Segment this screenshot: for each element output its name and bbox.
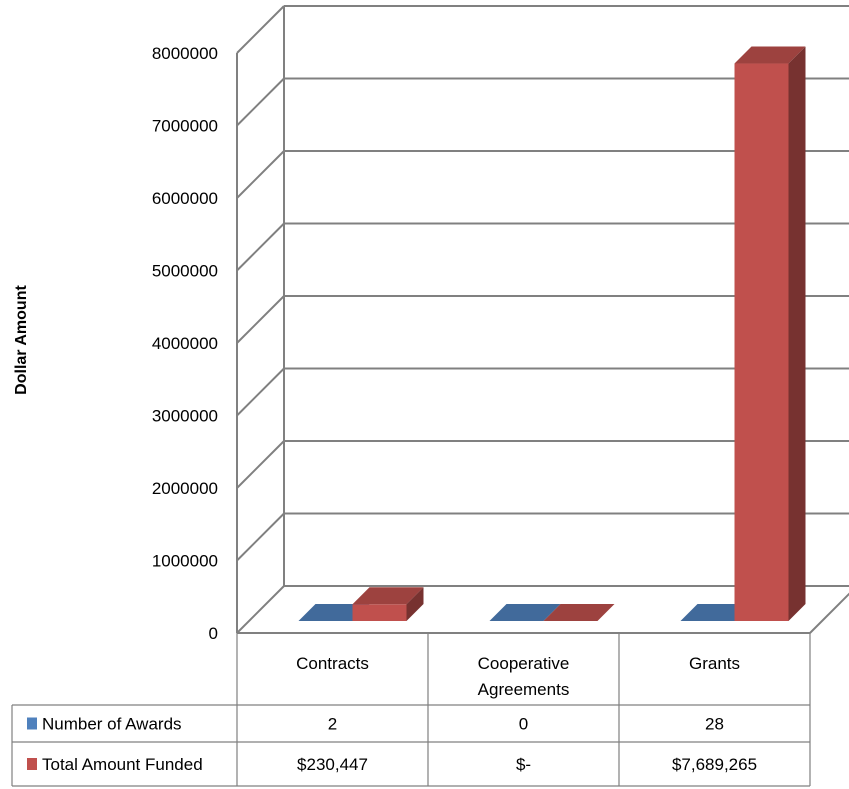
gridline-diagonal [236, 367, 285, 417]
data-label: 28 [705, 715, 724, 734]
gridline-diagonal [236, 222, 285, 272]
data-table: Contracts Cooperative Agreements Grants Numb… [11, 633, 811, 787]
legend-label: Number of Awards [42, 715, 182, 734]
bar-total-amount-funded-front [352, 604, 407, 621]
category-label: Grants [689, 654, 740, 673]
data-label: 2 [328, 715, 337, 734]
y-axis-ticks: 0 1000000 2000000 3000000 4000000 5000000 6000… [152, 44, 218, 643]
gridline-diagonal [236, 5, 285, 54]
bar-side [406, 587, 424, 621]
y-tick-label: 4000000 [152, 334, 218, 353]
data-label: $- [516, 755, 531, 774]
floor-right-edge [809, 592, 849, 634]
y-tick-label: 7000000 [152, 117, 218, 136]
legend-swatch [27, 717, 37, 730]
bar-total-amount-funded-front [734, 63, 789, 622]
legend-swatch [27, 758, 37, 770]
bar-top [298, 603, 370, 621]
bar-top [734, 46, 806, 64]
data-label: 0 [519, 715, 528, 734]
category-label: Agreements [478, 680, 570, 699]
gridline-diagonal [236, 77, 285, 127]
gridline-diagonal [236, 150, 285, 199]
category-label: Cooperative [478, 654, 570, 673]
bar-top [543, 604, 615, 621]
y-tick-label: 1000000 [152, 552, 218, 571]
gridline-diagonal [236, 585, 285, 634]
bar-side [788, 46, 806, 622]
y-tick-label: 2000000 [152, 479, 218, 498]
data-label: $7,689,265 [672, 755, 757, 774]
gridline-diagonal [236, 295, 285, 344]
legend-label: Total Amount Funded [42, 755, 203, 774]
y-tick-label: 5000000 [152, 262, 218, 281]
y-tick-label: 8000000 [152, 44, 218, 63]
y-tick-label: 3000000 [152, 407, 218, 426]
bar-top [680, 603, 752, 621]
y-tick-label: 6000000 [152, 189, 218, 208]
bar-top [489, 604, 561, 621]
gridline-diagonal [236, 512, 285, 562]
data-label: $230,447 [297, 755, 368, 774]
gridline-diagonal [236, 440, 285, 489]
bars [298, 46, 806, 622]
y-axis-label: Dollar Amount [13, 285, 30, 395]
y-tick-label: 0 [209, 624, 218, 643]
category-label: Contracts [296, 654, 369, 673]
bar-top [352, 587, 424, 605]
